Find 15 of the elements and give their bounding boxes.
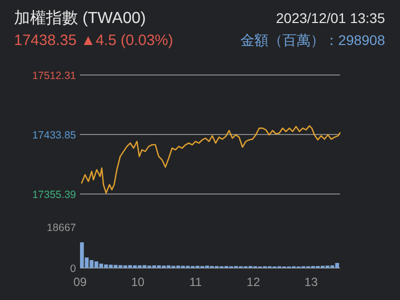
y-tick-label: 18667 (46, 222, 76, 234)
x-tick-label: 10 (131, 275, 145, 289)
chart-title: 加權指數 (TWA00) (14, 9, 146, 27)
text: 2023/12/01 13:35 (276, 10, 386, 26)
y-tick-label: 17433.85 (32, 130, 76, 142)
y-tick-label: 17512.31 (32, 70, 76, 82)
x-tick-label: 12 (246, 275, 260, 289)
x-tick-label: 11 (189, 275, 202, 289)
text: 金額（百萬）：298908 (240, 32, 386, 48)
chart-subtitle: 17438.35 ▲4.5 (0.03%) (14, 32, 174, 49)
x-tick-label: 09 (73, 275, 87, 289)
x-tick-label: 13 (304, 275, 318, 289)
y-tick-label: 0 (70, 263, 76, 275)
line-series (81, 125, 341, 194)
y-tick-label: 17355.39 (32, 189, 76, 201)
